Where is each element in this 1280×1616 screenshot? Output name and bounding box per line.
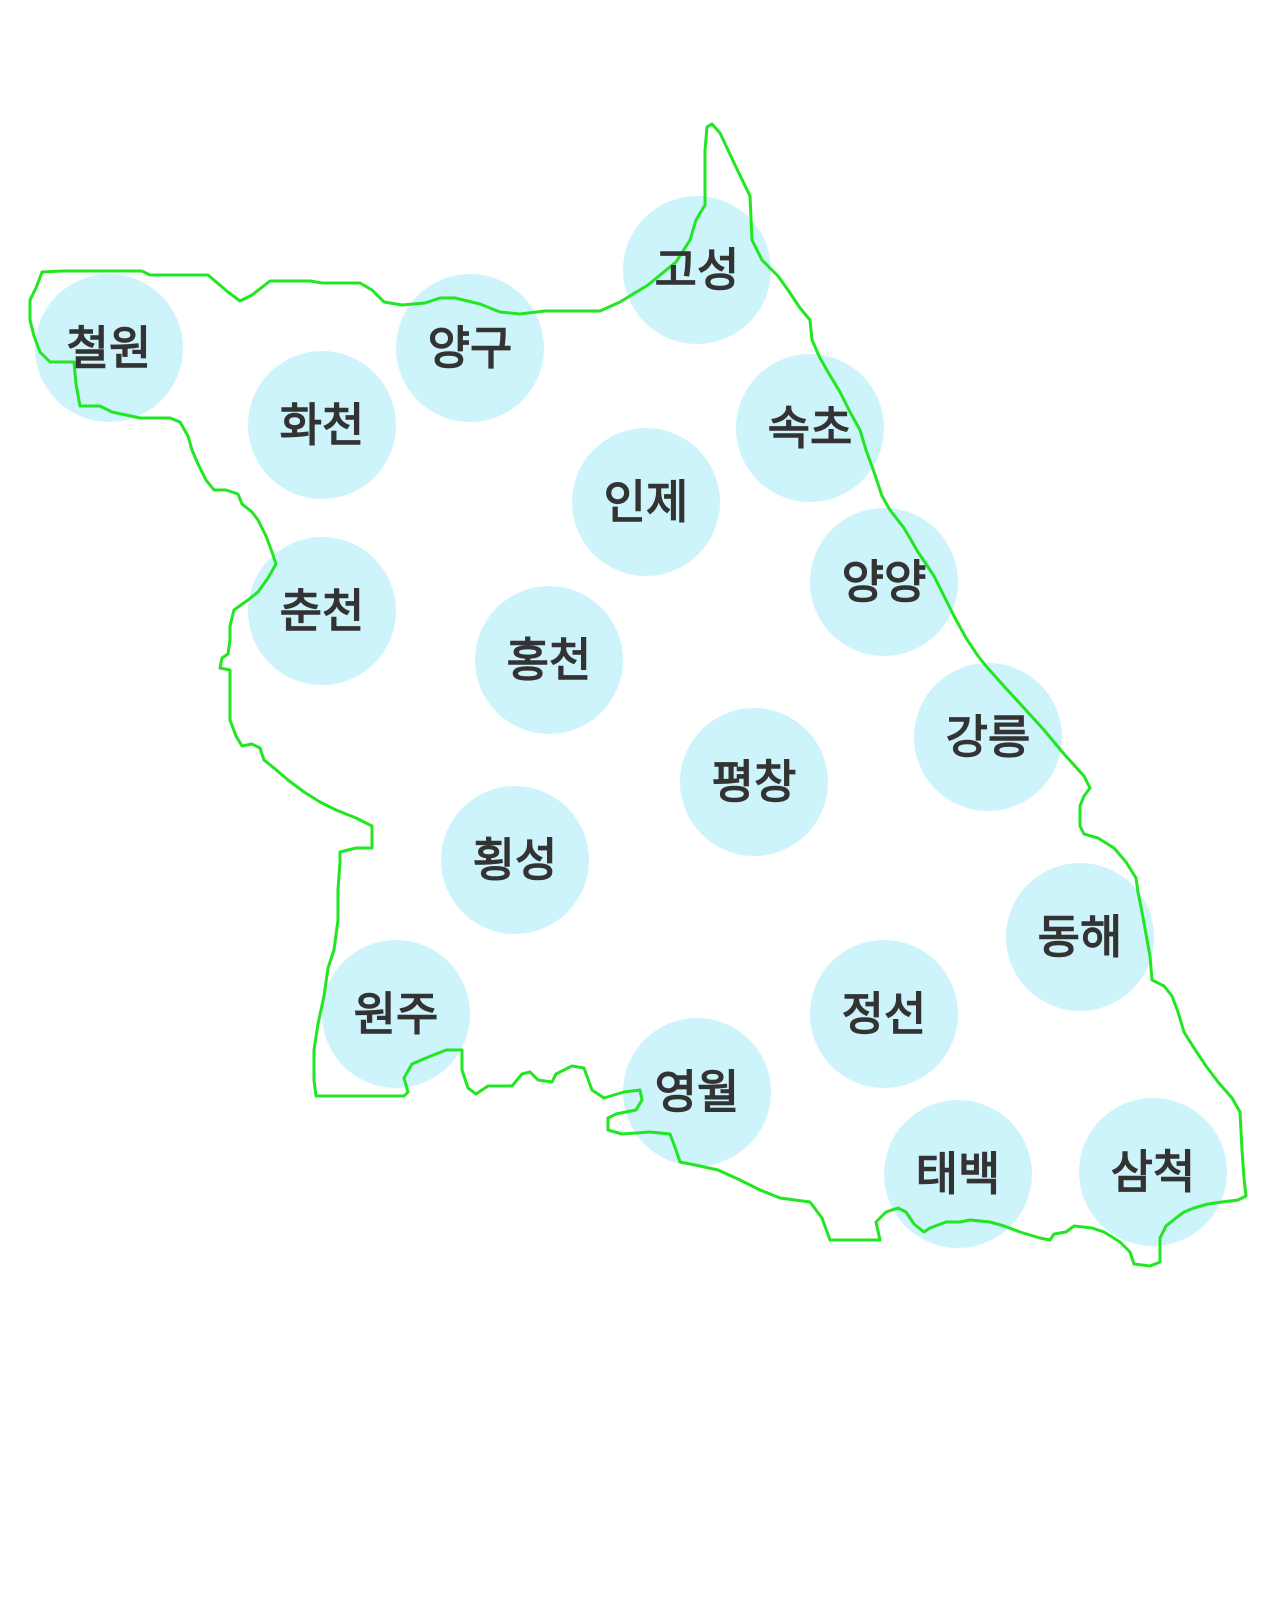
region-label-sokcho: 속초: [768, 401, 853, 455]
region-circle-taebaek[interactable]: [884, 1100, 1032, 1248]
region-label-hongcheon: 홍천: [507, 633, 592, 687]
region-circle-jeongseon[interactable]: [810, 940, 958, 1088]
region-circle-cheorwon[interactable]: [35, 274, 183, 422]
region-label-goseong: 고성: [655, 243, 740, 297]
region-label-donghae: 동해: [1038, 910, 1123, 964]
region-label-gangneung: 강릉: [946, 710, 1031, 764]
region-circle-hoengseong[interactable]: [441, 786, 589, 934]
region-circle-sokcho[interactable]: [736, 354, 884, 502]
region-circle-donghae[interactable]: [1006, 863, 1154, 1011]
region-circle-pyeongchang[interactable]: [680, 708, 828, 856]
region-circle-chuncheon[interactable]: [248, 537, 396, 685]
region-label-jeongseon: 정선: [842, 987, 927, 1041]
region-label-hoengseong: 횡성: [473, 833, 558, 887]
region-circle-yanggu[interactable]: [396, 274, 544, 422]
region-circle-wonju[interactable]: [322, 940, 470, 1088]
region-label-hwacheon: 화천: [280, 398, 365, 452]
region-label-inje: 인제: [604, 475, 689, 529]
region-circle-goseong[interactable]: [623, 196, 771, 344]
region-circle-gangneung[interactable]: [914, 663, 1062, 811]
region-circle-yeongwol[interactable]: [623, 1018, 771, 1166]
region-label-chuncheon: 춘천: [280, 584, 365, 638]
region-circle-inje[interactable]: [572, 428, 720, 576]
region-circle-yangyang[interactable]: [810, 508, 958, 656]
region-label-taebaek: 태백: [916, 1147, 1001, 1201]
region-label-yeongwol: 영월: [655, 1065, 740, 1119]
province-border: [28, 122, 1248, 1268]
region-label-pyeongchang: 평창: [712, 755, 797, 809]
region-label-wonju: 원주: [354, 987, 439, 1041]
region-label-cheorwon: 철원: [67, 321, 152, 375]
region-label-samcheok: 삼척: [1111, 1145, 1196, 1199]
region-label-yangyang: 양양: [842, 555, 927, 609]
region-label-yanggu: 양구: [428, 321, 513, 375]
region-circles: [35, 196, 1227, 1248]
region-circle-hwacheon[interactable]: [248, 351, 396, 499]
region-circle-hongcheon[interactable]: [475, 586, 623, 734]
